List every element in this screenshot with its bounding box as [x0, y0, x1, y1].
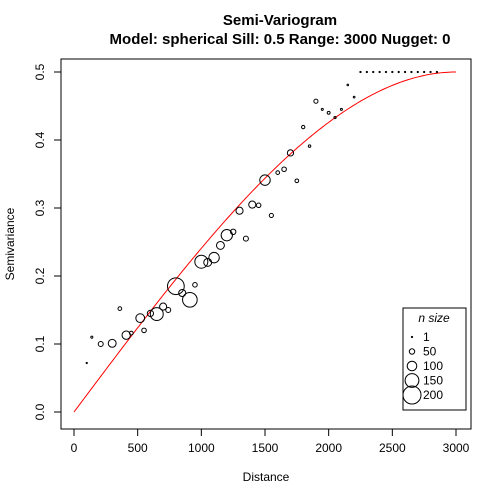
data-point	[286, 149, 295, 157]
x-tick-label: 1500	[252, 441, 279, 455]
legend-entry-label: 50	[423, 345, 437, 359]
data-point	[320, 107, 324, 111]
data-point	[365, 70, 369, 74]
data-point	[268, 212, 274, 219]
legend-symbol	[402, 385, 422, 405]
data-point	[149, 307, 164, 322]
x-tick-label: 1000	[188, 441, 215, 455]
data-point	[107, 338, 117, 348]
data-point	[435, 70, 439, 74]
data-point	[339, 107, 343, 111]
data-point	[423, 70, 426, 74]
x-tick-label: 0	[71, 441, 78, 455]
data-point	[384, 70, 388, 74]
data-point	[313, 98, 319, 104]
data-point	[242, 235, 249, 242]
data-point	[248, 200, 257, 209]
x-tick-label: 3000	[443, 441, 470, 455]
data-point	[90, 335, 94, 339]
legend-box	[402, 307, 467, 411]
data-point	[301, 124, 306, 130]
x-axis-label: Distance	[243, 470, 290, 484]
data-point	[235, 206, 244, 215]
y-tick-label: 0.2	[33, 267, 47, 284]
y-axis: 0.0 0.1 0.2 0.3 0.4 0.5	[33, 63, 62, 420]
data-point	[416, 70, 419, 74]
x-tick-label: 500	[128, 441, 148, 455]
legend-symbol	[410, 335, 414, 339]
data-point	[178, 288, 187, 298]
data-point	[259, 174, 271, 186]
data-point	[194, 254, 209, 269]
chart-title: Semi-Variogram	[223, 12, 337, 29]
y-tick-label: 0.0	[33, 403, 47, 420]
data-point	[275, 170, 281, 175]
data-point	[410, 70, 413, 74]
legend-entry-label: 1	[423, 330, 430, 344]
data-point	[403, 70, 407, 74]
data-point	[294, 178, 300, 184]
x-axis: 0 500 1000 1500 2000 2500 3000	[71, 428, 470, 455]
data-point	[255, 202, 262, 209]
legend-entry-label: 200	[423, 388, 443, 402]
data-point	[229, 228, 237, 236]
data-point	[85, 361, 88, 365]
data-point	[333, 115, 337, 120]
data-point	[372, 70, 375, 74]
data-point	[215, 240, 225, 250]
x-tick-label: 2500	[379, 441, 406, 455]
legend-entry-label: 150	[423, 374, 443, 388]
x-tick-label: 2000	[315, 441, 342, 455]
data-point	[165, 307, 172, 313]
legend-title: n size	[418, 311, 450, 325]
data-point	[192, 282, 198, 288]
data-point	[128, 330, 134, 336]
data-point	[166, 277, 185, 296]
data-point	[208, 251, 220, 264]
data-point	[359, 70, 362, 74]
chart-subtitle: Model: spherical Sill: 0.5 Range: 3000 N…	[110, 31, 451, 48]
data-point	[326, 110, 331, 115]
data-point	[135, 313, 146, 324]
legend-symbol	[404, 373, 420, 388]
legend-entry-label: 100	[423, 359, 443, 373]
data-point	[220, 229, 233, 242]
data-point	[159, 302, 168, 311]
data-point	[97, 341, 104, 347]
data-point	[141, 327, 147, 334]
legend-symbol	[408, 348, 416, 355]
data-point	[307, 144, 312, 148]
data-point	[346, 83, 350, 87]
y-tick-label: 0.5	[33, 63, 47, 80]
y-axis-label: Semivariance	[3, 207, 17, 280]
legend-symbol	[406, 360, 418, 372]
semivariance-points	[85, 70, 439, 365]
data-point	[391, 70, 394, 74]
data-point	[397, 70, 400, 74]
y-tick-label: 0.1	[33, 335, 47, 352]
data-point	[182, 291, 198, 308]
data-point	[429, 70, 432, 74]
data-point	[117, 306, 123, 312]
y-tick-label: 0.4	[33, 131, 47, 148]
spherical-model-curve	[73, 71, 457, 413]
y-tick-label: 0.3	[33, 199, 47, 216]
data-point	[352, 95, 356, 99]
data-point	[378, 70, 381, 74]
data-point	[281, 166, 287, 173]
